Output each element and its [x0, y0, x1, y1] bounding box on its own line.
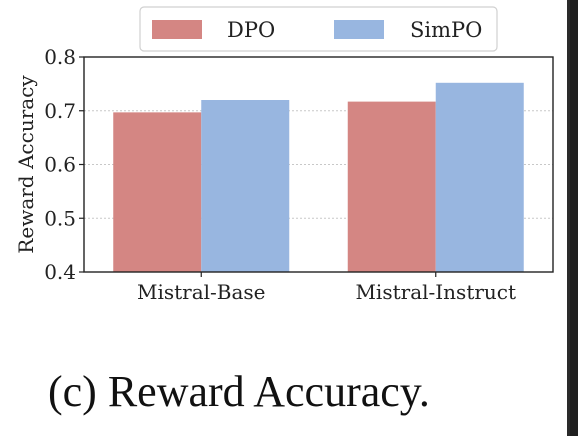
- figure-caption: (c) Reward Accuracy.: [48, 367, 430, 416]
- plot-frame: [83, 56, 554, 273]
- legend-label-simpo: SimPO: [410, 18, 482, 42]
- y-tick-label-2: 0.6: [44, 153, 76, 177]
- bar-simpo-0: [201, 100, 290, 272]
- bar-simpo-1: [435, 82, 524, 272]
- legend-label-dpo: DPO: [227, 18, 275, 42]
- x-tick-label-1: Mistral-Instruct: [355, 280, 516, 304]
- y-tick-label-3: 0.7: [44, 99, 76, 123]
- legend-box: [139, 6, 498, 52]
- y-tick-label-4: 0.8: [44, 45, 76, 69]
- y-tick-label-1: 0.5: [44, 206, 76, 230]
- y-axis-label: Reward Accuracy: [14, 75, 38, 254]
- bar-chart: 0.4 0.5 0.6 0.7 0.8 Mistral-Base Mistral-Instr…: [14, 6, 554, 304]
- bar-dpo-1: [347, 101, 436, 272]
- y-tick-label-0: 0.4: [44, 260, 76, 284]
- bar-dpo-0: [113, 112, 202, 272]
- legend-swatch-dpo: [152, 20, 202, 39]
- legend-swatch-simpo: [334, 20, 384, 39]
- x-tick-label-0: Mistral-Base: [137, 280, 266, 304]
